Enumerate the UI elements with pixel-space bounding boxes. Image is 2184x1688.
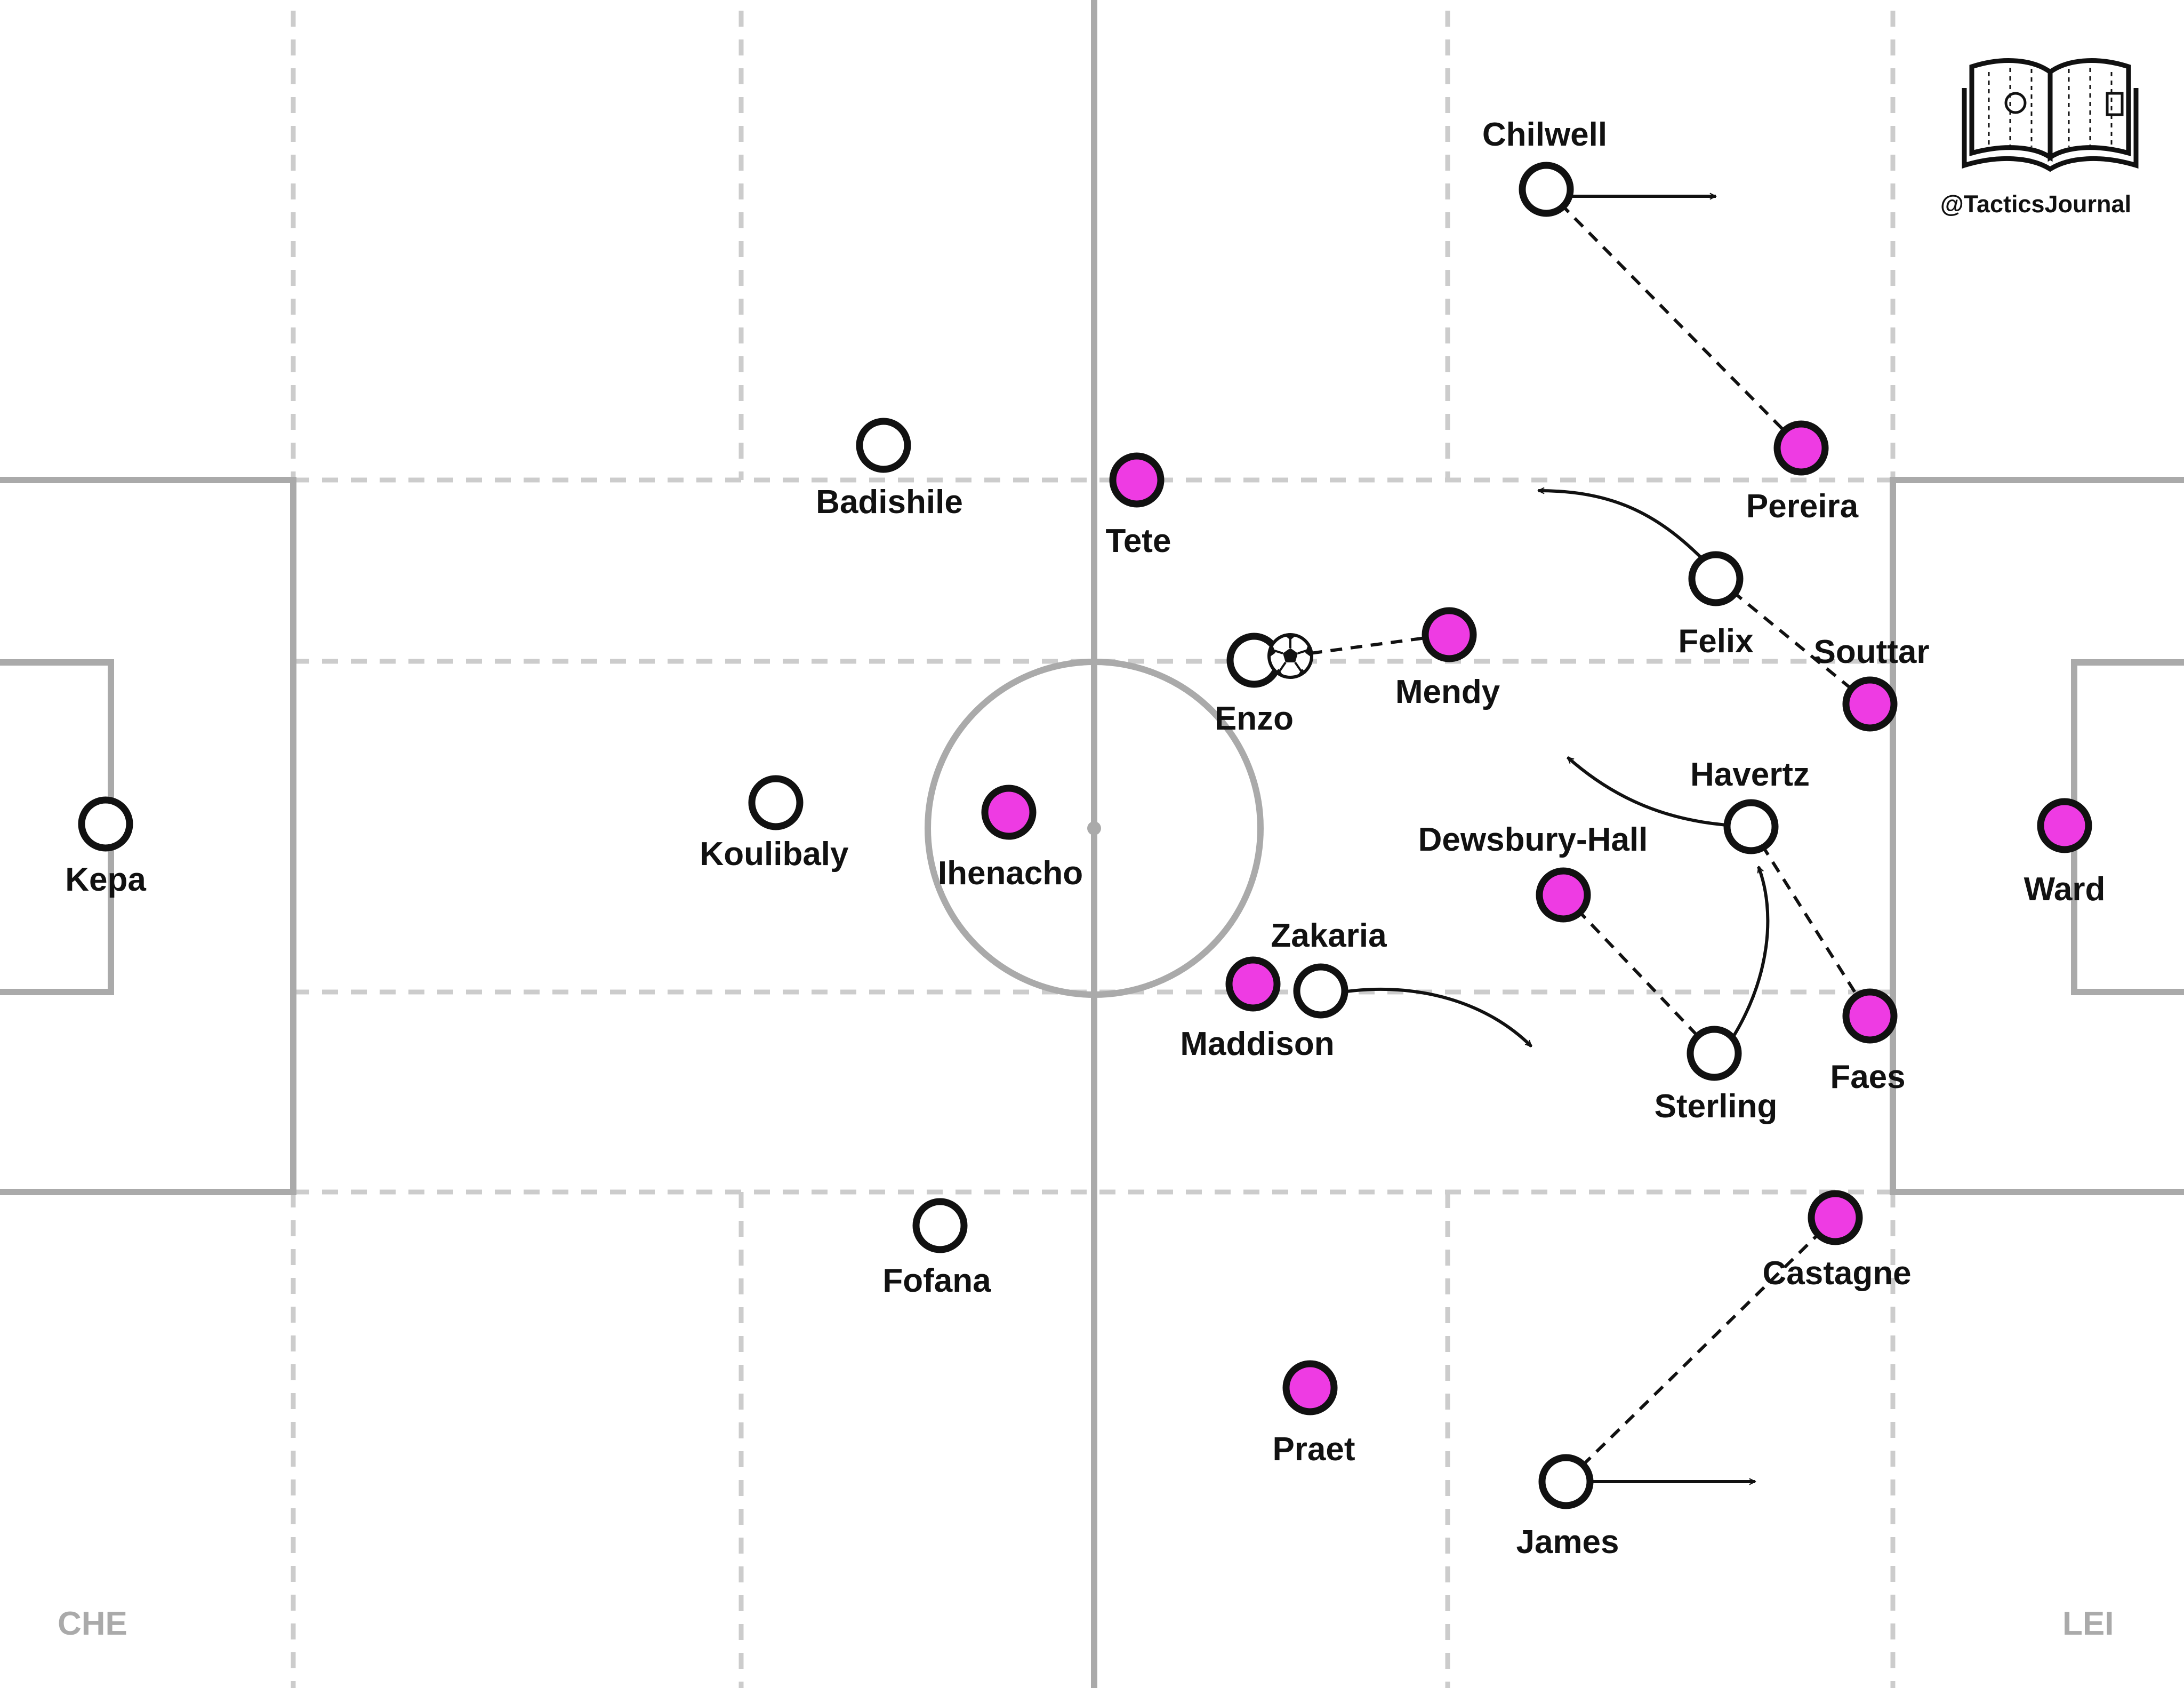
arrow-sterling-run [1731, 867, 1770, 1038]
away-team-code: LEI [2062, 1605, 2114, 1642]
player-name: Badishile [816, 484, 963, 521]
link-felix-souttar [1716, 577, 1871, 706]
player-dewsbury-hall[interactable]: Dewsbury-Hall [1418, 821, 1648, 923]
player-souttar[interactable]: Souttar [1814, 634, 1930, 732]
home-team-code: CHE [58, 1605, 127, 1642]
centre-circle [925, 659, 1264, 998]
player-marker [748, 775, 804, 830]
player-marker [1538, 1454, 1594, 1509]
player-marker [2037, 798, 2092, 853]
link-dewsbury-sterling [1562, 893, 1716, 1055]
player-koulibaly[interactable]: Koulibaly [700, 775, 849, 873]
player-james[interactable]: James [1516, 1454, 1619, 1561]
left-penalty-box [0, 477, 296, 1195]
player-tete[interactable]: Tete [1106, 452, 1171, 559]
player-chilwell[interactable]: Chilwell [1482, 116, 1607, 217]
player-marker [856, 418, 911, 473]
marking-links [1290, 188, 1872, 1482]
arrow-havertz-run [1567, 756, 1735, 827]
player-faes[interactable]: Faes [1830, 988, 1906, 1095]
player-maddison[interactable]: Maddison [1180, 956, 1335, 1062]
book-pitch-icon [1962, 58, 2139, 172]
player-marker [1687, 1026, 1742, 1081]
player-name: Felix [1678, 623, 1754, 660]
player-name: Tete [1106, 523, 1171, 559]
brand-handle: @TacticsJournal [1940, 190, 2131, 218]
player-marker [1842, 988, 1898, 1044]
player-name: Kepa [65, 861, 146, 898]
player-marker [1723, 799, 1779, 854]
player-name: Enzo [1215, 700, 1294, 737]
player-name: James [1516, 1524, 1619, 1561]
player-havertz[interactable]: Havertz [1690, 756, 1810, 854]
player-name: Ward [2024, 871, 2106, 908]
player-marker [912, 1198, 968, 1253]
player-name: Sterling [1655, 1088, 1778, 1125]
player-name: Ihenacho [938, 855, 1083, 892]
player-kepa[interactable]: Kepa [65, 796, 146, 898]
player-pereira[interactable]: Pereira [1746, 420, 1859, 525]
player-felix[interactable]: Felix [1678, 551, 1754, 660]
player-marker [1519, 162, 1574, 217]
player-ward[interactable]: Ward [2024, 798, 2106, 908]
player-name: Koulibaly [700, 836, 849, 873]
player-marker [1808, 1190, 1863, 1245]
player-name: Zakaria [1271, 917, 1387, 954]
player-marker [1536, 867, 1591, 923]
player-name: Dewsbury-Hall [1418, 821, 1648, 858]
movement-arrows [1342, 196, 1770, 1482]
away-team: Ward Souttar Faes Pereira Castagne Mendy… [938, 420, 2106, 1468]
player-name: Pereira [1746, 488, 1859, 525]
link-chilwell-pereira [1545, 188, 1803, 450]
player-name: Havertz [1690, 756, 1810, 793]
player-name: Praet [1272, 1431, 1355, 1468]
player-marker [1109, 452, 1165, 508]
player-praet[interactable]: Praet [1272, 1360, 1355, 1468]
player-sterling[interactable]: Sterling [1655, 1026, 1778, 1125]
arrow-felix-run [1538, 491, 1705, 562]
player-name: Faes [1830, 1059, 1905, 1095]
link-james-castagne [1566, 1216, 1837, 1482]
centre-spot [1087, 821, 1101, 835]
player-marker [1842, 676, 1898, 732]
link-havertz-faes [1749, 827, 1872, 1017]
player-mendy[interactable]: Mendy [1395, 607, 1500, 710]
player-name: Mendy [1395, 674, 1500, 710]
player-name: Chilwell [1482, 116, 1607, 153]
player-marker [1422, 607, 1477, 662]
player-name: Castagne [1762, 1255, 1911, 1292]
link-ball-mendy [1290, 633, 1450, 658]
player-marker [1293, 963, 1348, 1019]
player-fofana[interactable]: Fofana [882, 1198, 991, 1299]
player-ihenacho[interactable]: Ihenacho [938, 785, 1083, 892]
player-badishile[interactable]: Badishile [816, 418, 963, 521]
player-name: Fofana [882, 1262, 991, 1299]
football-icon [1267, 633, 1313, 679]
player-enzo[interactable]: Enzo [1215, 633, 1294, 737]
player-marker [78, 796, 133, 852]
player-name: Souttar [1814, 634, 1930, 670]
home-team: Kepa Badishile Koulibaly Fofana Chilwell… [65, 116, 1810, 1561]
player-marker [1225, 956, 1281, 1012]
player-marker [981, 785, 1037, 840]
player-marker [1282, 1360, 1338, 1415]
player-marker [1773, 420, 1829, 476]
player-marker [1688, 551, 1744, 606]
player-zakaria[interactable]: Zakaria [1271, 917, 1387, 1019]
player-castagne[interactable]: Castagne [1762, 1190, 1912, 1292]
right-penalty-box [1890, 477, 2184, 1195]
player-name: Maddison [1180, 1026, 1334, 1062]
arrow-zakaria-run [1342, 987, 1533, 1048]
